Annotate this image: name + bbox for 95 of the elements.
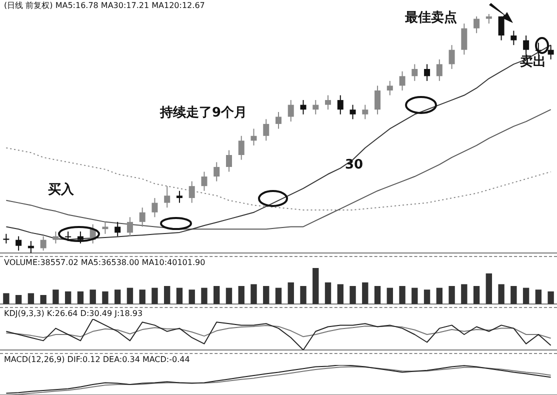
bar — [201, 288, 208, 304]
chart-title: (日线 前复权) MA5:16.78 MA30:17.21 MA120:12.67 — [4, 1, 205, 10]
candlestick — [498, 16, 504, 41]
bar — [412, 288, 418, 304]
annotation: 卖出 — [520, 54, 546, 70]
bar — [386, 288, 393, 304]
bar — [535, 290, 542, 304]
bar — [374, 286, 381, 304]
bar — [114, 290, 121, 304]
bar — [473, 286, 480, 304]
candlestick — [102, 221, 108, 234]
candlestick — [201, 171, 208, 192]
chart-title: KDJ(9,3,3) K:26.64 D:30.49 J:18.93 — [4, 309, 143, 318]
candlestick — [350, 104, 356, 120]
bar — [152, 288, 158, 304]
candlestick — [3, 233, 10, 244]
candlestick — [176, 190, 182, 204]
bar — [337, 284, 344, 304]
bar — [15, 295, 22, 304]
candlestick — [288, 100, 294, 122]
candlestick — [448, 44, 455, 70]
candlestick — [276, 111, 282, 130]
candlestick — [523, 35, 530, 56]
bar — [250, 284, 257, 304]
bar — [139, 290, 146, 304]
annotation: 30 — [345, 157, 364, 172]
annotation: 买入 — [48, 181, 75, 198]
bar — [510, 286, 517, 304]
bar — [275, 288, 282, 304]
bar — [312, 268, 319, 304]
bar — [548, 291, 554, 304]
candlestick — [250, 128, 257, 146]
bar — [40, 295, 46, 304]
candlestick — [300, 100, 306, 115]
bar — [461, 284, 468, 304]
candlestick — [510, 30, 517, 46]
bar — [77, 291, 84, 304]
candlestick — [226, 150, 232, 172]
chart-title: VOLUME:38557.02 MA5:36538.00 MA10:40101.90 — [4, 258, 206, 268]
annotation: 持续走了9个月 — [159, 105, 248, 120]
bar — [498, 284, 504, 304]
candlestick — [114, 221, 121, 237]
bar — [486, 273, 492, 304]
bar — [436, 288, 443, 304]
bar — [399, 286, 406, 304]
candlestick — [362, 104, 368, 120]
candlestick — [386, 80, 393, 96]
bar — [300, 286, 306, 304]
bar — [188, 290, 195, 304]
chart-title: MACD(12,26,9) DIF:0.12 DEA:0.34 MACD:-0.44 — [4, 355, 190, 364]
bar — [226, 288, 232, 304]
candlestick — [474, 16, 480, 34]
candlestick — [548, 44, 554, 60]
bar — [448, 286, 455, 304]
candlestick — [238, 135, 244, 160]
bar — [64, 291, 72, 304]
candlestick — [263, 118, 270, 142]
candlestick — [424, 64, 430, 82]
candlestick — [325, 94, 332, 110]
candlestick — [214, 162, 220, 182]
bar — [52, 290, 59, 304]
candlestick — [126, 216, 133, 237]
bar — [424, 290, 430, 304]
candlestick — [412, 64, 418, 82]
candlestick — [337, 94, 344, 115]
bar — [3, 293, 10, 304]
bar — [288, 282, 294, 304]
candlestick — [399, 70, 406, 91]
candlestick — [188, 180, 195, 204]
bar — [214, 286, 220, 304]
candlestick — [374, 85, 381, 115]
bar — [126, 288, 134, 304]
bar — [362, 282, 368, 304]
bar — [350, 286, 356, 304]
bar — [164, 286, 170, 304]
candlestick — [461, 23, 468, 56]
bar — [263, 286, 270, 304]
annotation: 最佳卖点 — [404, 9, 457, 26]
candlestick — [77, 230, 84, 244]
candlestick — [16, 236, 22, 252]
bar — [176, 288, 183, 304]
bar — [238, 286, 244, 304]
candlestick — [312, 100, 319, 115]
candlestick — [152, 198, 158, 218]
candlestick — [52, 230, 59, 244]
bar — [522, 288, 530, 304]
candlestick — [65, 230, 72, 242]
candlestick — [486, 14, 492, 24]
bar — [324, 282, 332, 304]
bar — [28, 293, 34, 304]
candlestick — [436, 58, 442, 82]
bar — [90, 290, 96, 304]
bar — [102, 291, 108, 304]
candlestick — [40, 236, 46, 252]
candlestick — [139, 207, 146, 228]
